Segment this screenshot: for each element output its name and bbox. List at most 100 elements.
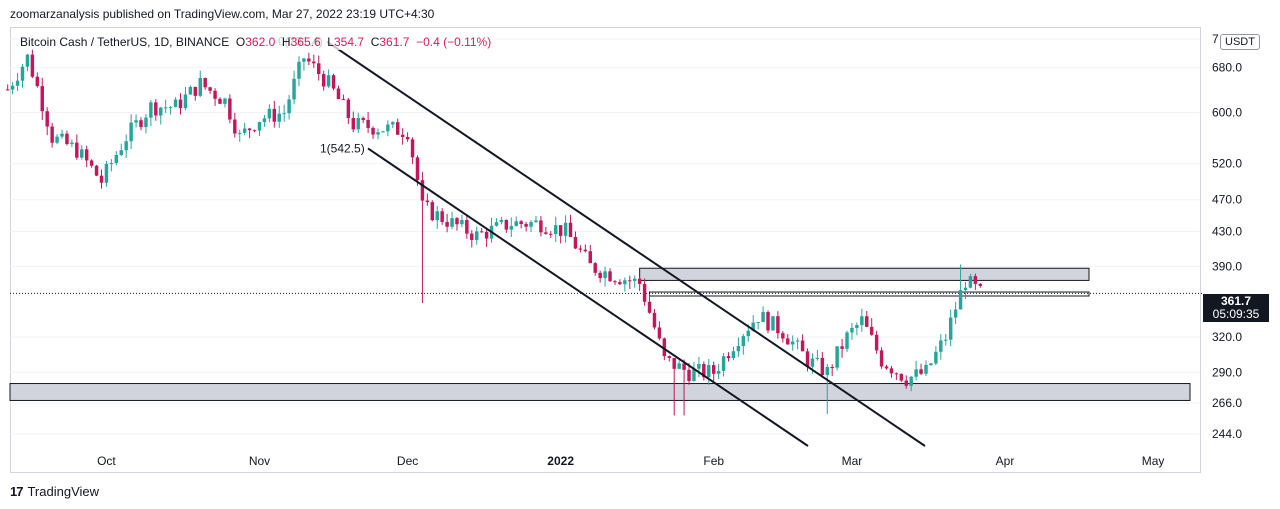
- candle: [302, 57, 306, 71]
- candle: [544, 226, 548, 235]
- candle-body: [445, 221, 449, 227]
- candle-body: [80, 149, 84, 158]
- y-tick-label: 266.0: [1212, 396, 1242, 410]
- candle: [919, 363, 923, 376]
- candle-body: [312, 61, 316, 64]
- candle-body: [953, 309, 958, 318]
- candle-body: [168, 107, 173, 109]
- candle-body: [583, 249, 588, 252]
- candle: [470, 230, 474, 248]
- candle-body: [415, 157, 420, 181]
- candle: [884, 364, 889, 370]
- candle-body: [573, 236, 578, 249]
- candle-body: [134, 120, 138, 123]
- candle: [75, 134, 79, 160]
- candle: [262, 114, 267, 127]
- candle-body: [499, 219, 504, 223]
- candle: [400, 128, 405, 145]
- candle-body: [178, 99, 183, 109]
- candle-body: [277, 113, 281, 122]
- candle-body: [361, 117, 365, 120]
- candle: [583, 244, 588, 253]
- tradingview-footer[interactable]: 17 TradingView: [10, 484, 99, 499]
- candle: [761, 306, 765, 323]
- candle: [450, 211, 454, 230]
- candle: [287, 94, 291, 120]
- candle: [326, 69, 331, 88]
- candle: [603, 266, 607, 287]
- candle: [20, 64, 25, 88]
- candle: [534, 216, 538, 223]
- candle: [15, 72, 20, 92]
- candle: [776, 311, 780, 339]
- candle-body: [608, 271, 612, 282]
- candle: [904, 375, 908, 389]
- candle-body: [450, 218, 454, 227]
- candle-body: [692, 368, 696, 382]
- resistance-zone: [639, 267, 1090, 281]
- candle: [139, 117, 143, 131]
- candle: [549, 231, 553, 238]
- candle-body: [786, 338, 790, 345]
- candle-body: [262, 118, 267, 122]
- candle: [149, 99, 153, 127]
- support-zone: [9, 383, 1191, 401]
- candle: [790, 335, 795, 351]
- candle-body: [425, 200, 430, 203]
- candle-body: [667, 356, 672, 358]
- chart-frame[interactable]: [10, 27, 1201, 473]
- x-tick-label: Mar: [842, 454, 863, 468]
- candle-body: [163, 107, 168, 109]
- price-axis[interactable]: 7 680.0 600.0 520.0 470.0 430.0 390.0 320.0 290.…: [1212, 32, 1242, 441]
- candle-body: [331, 75, 336, 89]
- candle-body: [139, 120, 143, 128]
- x-tick-label: Feb: [703, 454, 724, 468]
- currency-button[interactable]: USDT: [1220, 34, 1260, 50]
- candle: [721, 353, 726, 377]
- candle: [815, 349, 820, 361]
- candle-body: [94, 165, 99, 176]
- candle-body: [973, 276, 978, 284]
- candle-body: [455, 218, 459, 225]
- candle-body: [65, 133, 69, 145]
- candle-body: [647, 301, 652, 313]
- candle-body: [149, 102, 153, 118]
- time-axis[interactable]: Oct Nov Dec 2022 Feb Mar Apr May: [97, 454, 1164, 468]
- candle-body: [479, 231, 484, 233]
- candle-body: [218, 98, 222, 104]
- candle-body: [203, 78, 207, 88]
- candle-body: [297, 61, 301, 79]
- candle: [173, 97, 178, 108]
- candle: [134, 114, 138, 128]
- candle-body: [460, 220, 464, 225]
- candle: [391, 121, 395, 129]
- candle: [376, 128, 380, 140]
- candle-body: [944, 339, 948, 341]
- candle: [415, 155, 420, 186]
- candle: [766, 310, 770, 334]
- candle: [5, 84, 10, 91]
- descending-channel: [326, 40, 926, 447]
- candle-body: [672, 357, 676, 369]
- candle-body: [632, 278, 637, 281]
- candle-body: [321, 74, 326, 87]
- last-price-tag: 361.7 05:09:35: [1203, 294, 1269, 322]
- candle-body: [702, 364, 706, 378]
- candle-body: [440, 211, 444, 222]
- candle: [188, 85, 193, 95]
- candle: [159, 106, 163, 125]
- candle-body: [5, 89, 10, 91]
- candle: [119, 143, 123, 157]
- candle-body: [430, 202, 435, 221]
- candle-body: [845, 332, 849, 349]
- candle: [109, 159, 114, 172]
- candle: [558, 225, 563, 244]
- candle: [45, 107, 49, 136]
- candle-body: [544, 232, 548, 234]
- candle-body: [563, 222, 568, 236]
- candle-body: [716, 370, 721, 374]
- candle: [924, 360, 928, 377]
- candle: [50, 122, 54, 148]
- candle-body: [805, 351, 810, 367]
